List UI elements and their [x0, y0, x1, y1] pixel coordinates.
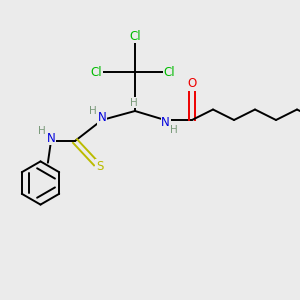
Text: O: O	[188, 77, 196, 90]
Text: H: H	[89, 106, 97, 116]
Text: H: H	[169, 124, 177, 135]
Text: Cl: Cl	[164, 65, 175, 79]
Text: Cl: Cl	[129, 29, 141, 43]
Text: N: N	[46, 131, 56, 145]
Text: S: S	[96, 160, 103, 173]
Text: N: N	[98, 111, 106, 124]
Text: H: H	[38, 126, 45, 136]
Text: H: H	[130, 98, 137, 108]
Text: Cl: Cl	[90, 65, 102, 79]
Text: N: N	[161, 116, 170, 129]
